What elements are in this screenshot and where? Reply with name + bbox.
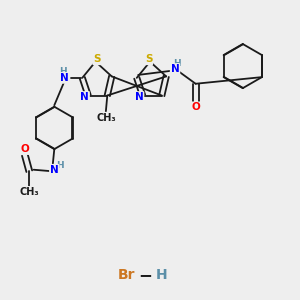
Text: N: N	[60, 73, 69, 83]
Text: O: O	[20, 144, 29, 154]
Text: −: −	[139, 266, 152, 284]
Text: N: N	[135, 92, 143, 102]
Text: CH₃: CH₃	[20, 187, 39, 197]
Text: S: S	[93, 54, 101, 64]
Text: H: H	[56, 161, 64, 170]
Text: O: O	[191, 102, 200, 112]
Text: N: N	[171, 64, 179, 74]
Text: H: H	[173, 58, 180, 68]
Text: H: H	[156, 268, 168, 282]
Text: N: N	[50, 165, 59, 175]
Text: CH₃: CH₃	[96, 112, 116, 123]
Text: S: S	[145, 54, 152, 64]
Text: Br: Br	[118, 268, 135, 282]
Text: H: H	[59, 67, 67, 76]
Text: N: N	[80, 92, 89, 102]
